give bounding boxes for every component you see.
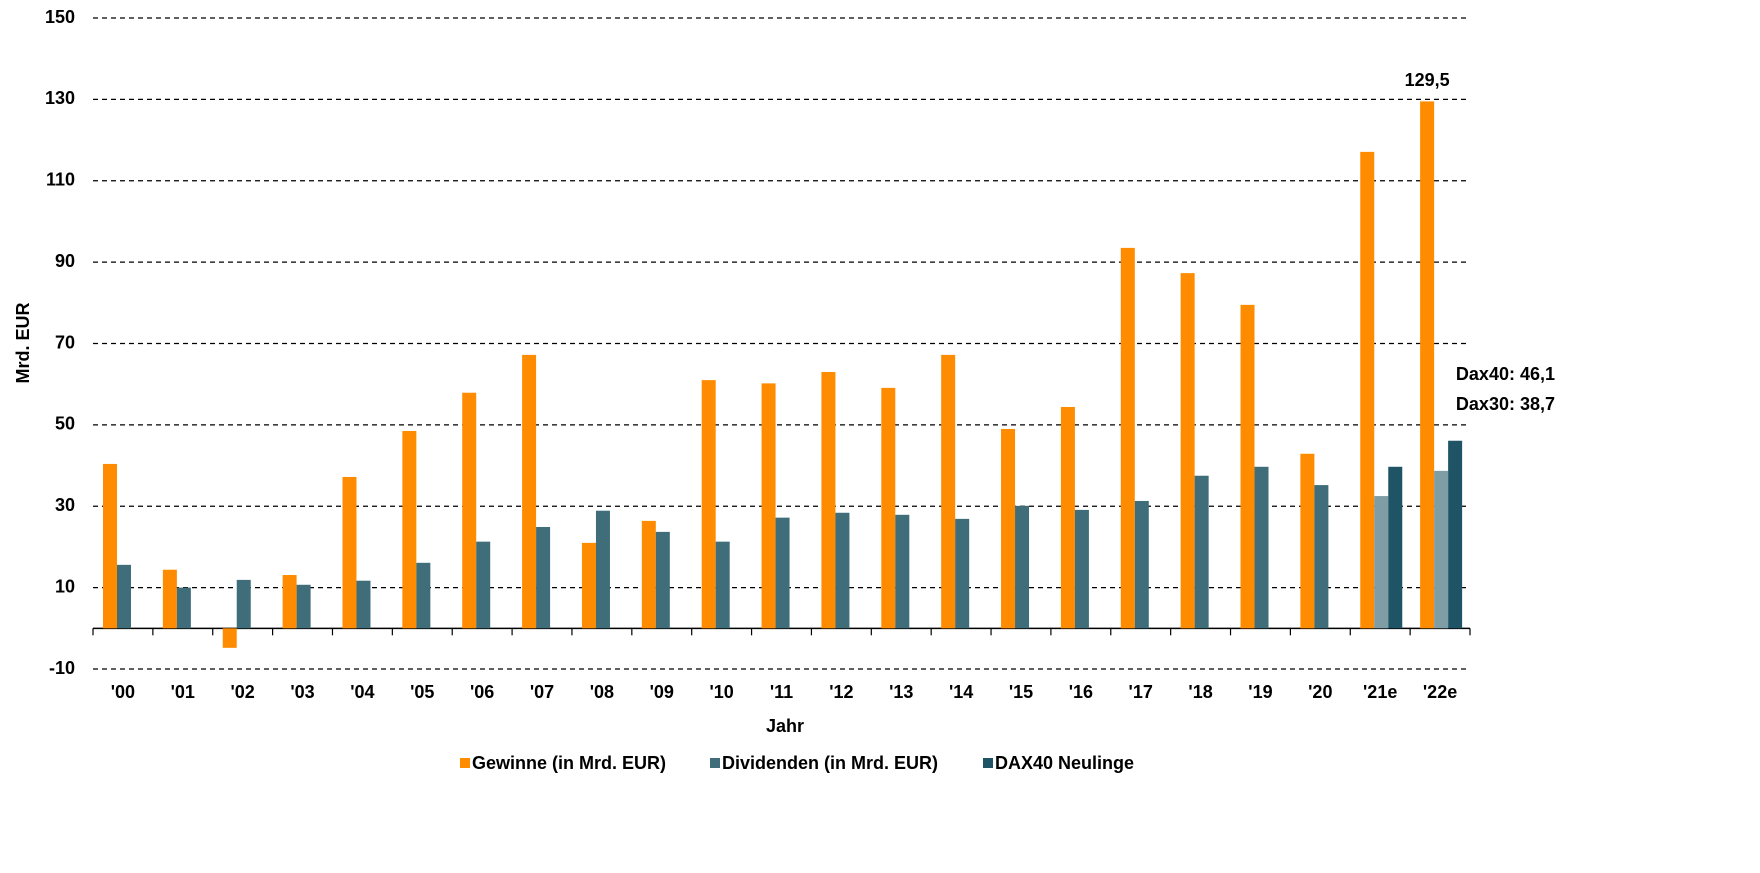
bar bbox=[641, 520, 656, 629]
bar bbox=[416, 562, 431, 629]
data-label: Dax30: 38,7 bbox=[1456, 394, 1555, 414]
bar bbox=[522, 354, 537, 629]
x-tick-label: '04 bbox=[350, 682, 374, 702]
y-axis-label: Mrd. EUR bbox=[13, 302, 33, 383]
bar bbox=[775, 517, 790, 629]
data-label: 129,5 bbox=[1405, 70, 1450, 90]
y-tick-label: 150 bbox=[45, 7, 75, 27]
legend-swatch bbox=[460, 758, 470, 768]
bar bbox=[581, 542, 596, 629]
bar bbox=[895, 514, 910, 629]
bar bbox=[1074, 509, 1089, 629]
x-tick-label: '00 bbox=[111, 682, 135, 702]
bar bbox=[402, 430, 417, 629]
bar bbox=[1434, 470, 1449, 629]
bar bbox=[296, 584, 311, 629]
bar bbox=[1240, 304, 1255, 629]
x-tick-label: '10 bbox=[709, 682, 733, 702]
x-tick-label: '01 bbox=[171, 682, 195, 702]
x-tick-label: '18 bbox=[1188, 682, 1212, 702]
x-tick-label: '12 bbox=[829, 682, 853, 702]
bar bbox=[236, 579, 251, 629]
x-tick-label: '09 bbox=[650, 682, 674, 702]
bar bbox=[356, 580, 371, 629]
x-tick-label: '07 bbox=[530, 682, 554, 702]
x-tick-label: '05 bbox=[410, 682, 434, 702]
bar bbox=[1360, 151, 1375, 629]
y-tick-label: 10 bbox=[55, 576, 75, 596]
y-tick-label: 70 bbox=[55, 332, 75, 352]
bar bbox=[655, 531, 670, 629]
bar bbox=[595, 510, 610, 629]
x-tick-label: '21e bbox=[1363, 682, 1397, 702]
y-tick-label: 90 bbox=[55, 251, 75, 271]
bar bbox=[1374, 496, 1389, 629]
bar bbox=[881, 387, 896, 629]
legend-swatch bbox=[710, 758, 720, 768]
bar bbox=[536, 527, 551, 629]
bar bbox=[1388, 466, 1403, 629]
bar bbox=[761, 383, 776, 629]
y-tick-label: 110 bbox=[46, 170, 75, 190]
data-label: Dax40: 46,1 bbox=[1456, 364, 1555, 384]
bar bbox=[1448, 440, 1463, 629]
y-tick-label: 30 bbox=[55, 495, 75, 515]
legend-label: Dividenden (in Mrd. EUR) bbox=[722, 753, 938, 773]
bar bbox=[176, 587, 191, 629]
x-tick-label: '15 bbox=[1009, 682, 1033, 702]
legend-label: Gewinne (in Mrd. EUR) bbox=[472, 753, 666, 773]
bar bbox=[701, 380, 716, 629]
bar bbox=[715, 541, 730, 629]
x-tick-label: '17 bbox=[1129, 682, 1153, 702]
x-tick-label: '13 bbox=[889, 682, 913, 702]
x-tick-label: '22e bbox=[1423, 682, 1457, 702]
x-tick-label: '08 bbox=[590, 682, 614, 702]
bar bbox=[162, 569, 177, 629]
legend-label: DAX40 Neulinge bbox=[995, 753, 1134, 773]
bar bbox=[476, 541, 491, 629]
bar bbox=[1134, 500, 1149, 629]
bar bbox=[342, 476, 357, 629]
x-tick-label: '06 bbox=[470, 682, 494, 702]
bar bbox=[1120, 247, 1135, 629]
y-tick-label: 50 bbox=[55, 414, 75, 434]
bar bbox=[1420, 101, 1435, 629]
bar bbox=[222, 628, 237, 648]
y-tick-label: 130 bbox=[45, 88, 75, 108]
legend-swatch bbox=[983, 758, 993, 768]
bar bbox=[835, 512, 850, 629]
x-tick-label: '14 bbox=[949, 682, 973, 702]
bar bbox=[462, 392, 477, 629]
bar bbox=[1254, 466, 1269, 629]
bar bbox=[955, 518, 970, 629]
bar bbox=[117, 564, 131, 629]
bar bbox=[821, 371, 836, 629]
bar bbox=[1015, 505, 1030, 629]
x-tick-label: '16 bbox=[1069, 682, 1093, 702]
y-tick-label: -10 bbox=[49, 658, 75, 678]
bar bbox=[941, 354, 956, 629]
x-tick-label: '02 bbox=[231, 682, 255, 702]
x-tick-label: '11 bbox=[770, 682, 793, 702]
bar bbox=[282, 575, 297, 629]
bar bbox=[103, 463, 117, 629]
bar bbox=[1314, 485, 1329, 629]
bar bbox=[1300, 453, 1315, 629]
x-axis-label: Jahr bbox=[766, 716, 804, 736]
x-tick-label: '19 bbox=[1248, 682, 1272, 702]
bar bbox=[1194, 475, 1209, 629]
x-tick-label: '03 bbox=[290, 682, 314, 702]
bar bbox=[1001, 428, 1016, 629]
x-tick-label: '20 bbox=[1308, 682, 1332, 702]
bar bbox=[1180, 273, 1195, 629]
bar bbox=[1060, 406, 1075, 629]
